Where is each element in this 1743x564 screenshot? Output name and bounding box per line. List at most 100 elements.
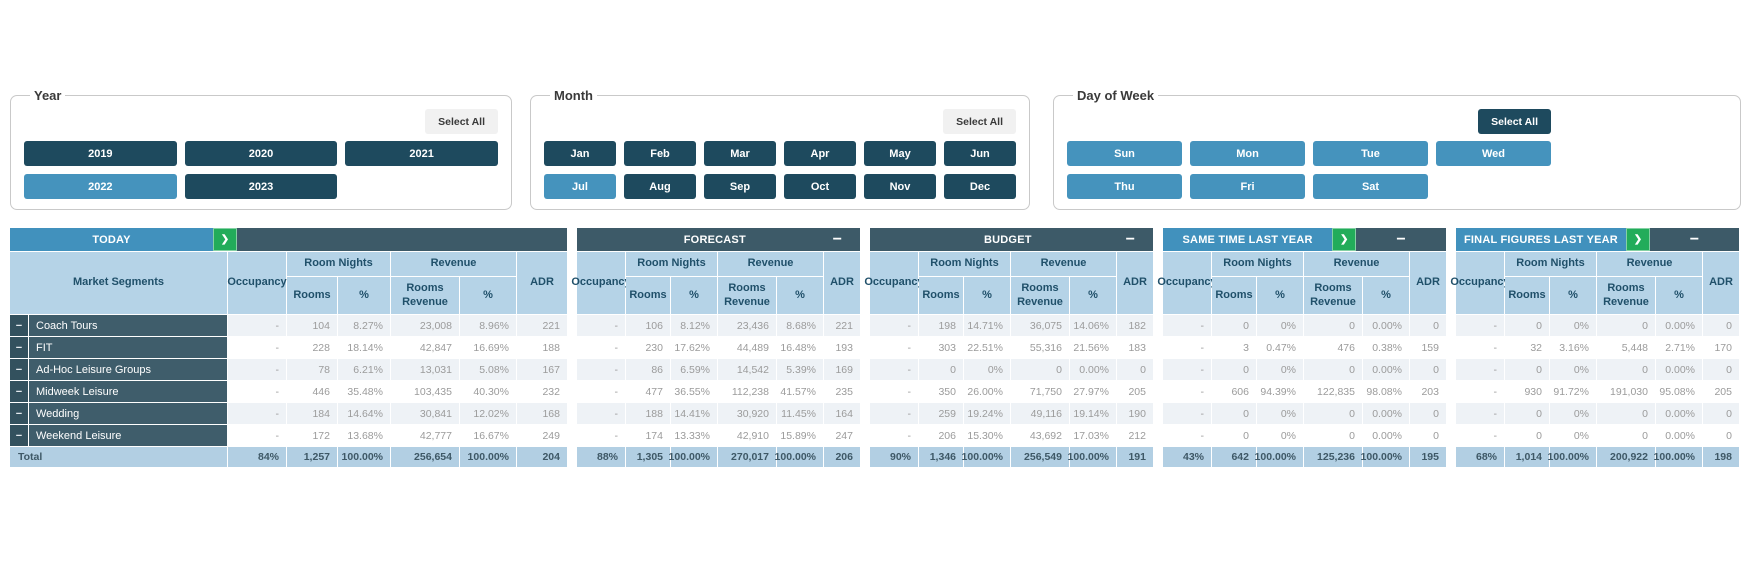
year-option-2020[interactable]: 2020 — [184, 141, 338, 166]
panel-title-area-same-time-last-year[interactable]: SAME TIME LAST YEAR ❯ — [1163, 228, 1357, 251]
cell: 36,075 — [1011, 315, 1069, 336]
year-option-2023[interactable]: 2023 — [184, 174, 338, 199]
cell: 91.72% — [1550, 381, 1596, 402]
collapse-icon[interactable]: − — [1122, 231, 1139, 248]
cell: 0% — [1550, 315, 1596, 336]
segment-label: Ad-Hoc Leisure Groups — [29, 359, 227, 380]
cell: 228 — [287, 337, 337, 358]
cell: 41.57% — [777, 381, 823, 402]
cell: 249 — [517, 425, 567, 446]
cell: 446 — [287, 381, 337, 402]
segment-collapse-icon[interactable]: − — [10, 315, 28, 336]
cell: 16.67% — [460, 425, 516, 446]
month-option-oct[interactable]: Oct — [784, 174, 856, 199]
collapse-icon[interactable]: − — [829, 231, 846, 248]
segment-collapse-icon[interactable]: − — [10, 381, 28, 402]
collapse-icon[interactable]: − — [1392, 231, 1409, 248]
cell: 0.00% — [1363, 425, 1409, 446]
day-of-week-options: Sun Mon Tue Wed Thu Fri Sat — [1067, 141, 1551, 199]
cell: 164 — [824, 403, 860, 424]
cell: - — [228, 337, 286, 358]
table-row: -0 0% 0 0.00% 0 — [870, 359, 1153, 380]
cell: - — [1163, 381, 1211, 402]
total-cell: 204 — [517, 447, 567, 467]
cell: 232 — [517, 381, 567, 402]
panel-title: FINAL FIGURES LAST YEAR — [1464, 233, 1618, 246]
year-option-2019[interactable]: 2019 — [24, 141, 177, 166]
cell: - — [577, 381, 625, 402]
cell: 0 — [1410, 425, 1446, 446]
year-option-2021[interactable]: 2021 — [345, 141, 498, 166]
cell: 30,920 — [718, 403, 776, 424]
cell: 42,847 — [391, 337, 459, 358]
expand-icon[interactable]: ❯ — [213, 228, 237, 251]
day-of-week-select-all-button[interactable]: Select All — [1478, 109, 1551, 134]
occupancy-header: Occupancy — [1157, 252, 1217, 314]
collapse-icon[interactable]: − — [1686, 231, 1703, 248]
month-option-mar[interactable]: Mar — [704, 141, 776, 166]
panel-titlebar-today: TODAY ❯ — [10, 228, 567, 251]
adr-header: ADR — [1117, 252, 1153, 314]
year-option-2022[interactable]: 2022 — [24, 174, 177, 199]
expand-icon[interactable]: ❯ — [1332, 228, 1357, 251]
total-cell: 642 — [1212, 447, 1256, 467]
day-of-week-option-thu[interactable]: Thu — [1067, 174, 1182, 199]
panel-title-area-final-figures-last-year[interactable]: FINAL FIGURES LAST YEAR ❯ — [1456, 228, 1650, 251]
month-option-jun[interactable]: Jun — [944, 141, 1016, 166]
cell: 247 — [824, 425, 860, 446]
segment-collapse-icon[interactable]: − — [10, 337, 28, 358]
month-option-aug[interactable]: Aug — [624, 174, 696, 199]
month-option-apr[interactable]: Apr — [784, 141, 856, 166]
total-row: 68% 1,014 100.00% 200,922 100.00% 198 — [1456, 447, 1739, 467]
panel-titlebar-forecast: FORECAST − — [577, 228, 860, 251]
cell: - — [577, 425, 625, 446]
cell: 0% — [1550, 359, 1596, 380]
month-option-jan[interactable]: Jan — [544, 141, 616, 166]
day-of-week-option-sun[interactable]: Sun — [1067, 141, 1182, 166]
month-filter-group: Month Select All Jan Feb Mar Apr May Jun Jul Au… — [530, 88, 1030, 210]
month-option-dec[interactable]: Dec — [944, 174, 1016, 199]
table-row: -0 0% 0 0.00% 0 — [1456, 359, 1739, 380]
segment-collapse-icon[interactable]: − — [10, 359, 28, 380]
cell: 0 — [1505, 359, 1549, 380]
segment-collapse-icon[interactable]: − — [10, 425, 28, 446]
revenue-header: Revenue — [718, 252, 823, 276]
day-of-week-option-tue[interactable]: Tue — [1313, 141, 1428, 166]
month-option-nov[interactable]: Nov — [864, 174, 936, 199]
day-of-week-option-wed[interactable]: Wed — [1436, 141, 1551, 166]
total-cell: 1,257 — [287, 447, 337, 467]
cell: 205 — [1117, 381, 1153, 402]
panel-title-area-today[interactable]: TODAY ❯ — [10, 228, 237, 251]
cell: 0% — [1257, 425, 1303, 446]
day-of-week-option-fri[interactable]: Fri — [1190, 174, 1305, 199]
year-select-all-button[interactable]: Select All — [425, 109, 498, 134]
cell: - — [1163, 315, 1211, 336]
total-cell: 100.00% — [460, 447, 516, 467]
cell: 0 — [1304, 315, 1362, 336]
cell: 170 — [1703, 337, 1739, 358]
cell: 0 — [1597, 403, 1655, 424]
month-select-all-button[interactable]: Select All — [943, 109, 1016, 134]
cell: 2.71% — [1656, 337, 1702, 358]
segment-collapse-icon[interactable]: − — [10, 403, 28, 424]
total-row: Total 84% 1,257 100.00% 256,654 100.00% 204 — [10, 447, 567, 467]
expand-icon[interactable]: ❯ — [1625, 228, 1650, 251]
day-of-week-option-mon[interactable]: Mon — [1190, 141, 1305, 166]
cell: 0.00% — [1656, 315, 1702, 336]
table-row: -106 8.12% 23,436 8.68% 221 — [577, 315, 860, 336]
month-option-sep[interactable]: Sep — [704, 174, 776, 199]
table-row: -206 15.30% 43,692 17.03% 212 — [870, 425, 1153, 446]
month-option-jul[interactable]: Jul — [544, 174, 616, 199]
cell: 198 — [919, 315, 963, 336]
cell: 42,910 — [718, 425, 776, 446]
cell: 476 — [1304, 337, 1362, 358]
day-of-week-option-sat[interactable]: Sat — [1313, 174, 1428, 199]
cell: 0 — [1410, 403, 1446, 424]
cell: 188 — [626, 403, 670, 424]
month-option-feb[interactable]: Feb — [624, 141, 696, 166]
cell: 0 — [1703, 425, 1739, 446]
total-cell: 256,549 — [1011, 447, 1069, 467]
total-cell: 125,236 — [1304, 447, 1362, 467]
adr-header: ADR — [824, 252, 860, 314]
month-option-may[interactable]: May — [864, 141, 936, 166]
